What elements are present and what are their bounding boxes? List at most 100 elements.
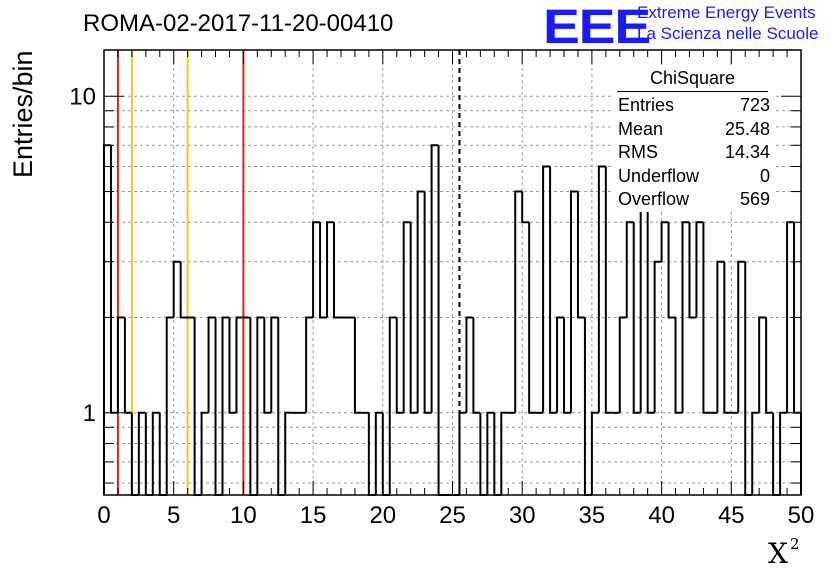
histogram-bin bbox=[465, 316, 474, 413]
histogram-bin bbox=[263, 317, 272, 414]
x-axis-label-sup: 2 bbox=[789, 534, 800, 553]
histogram-bin bbox=[374, 411, 383, 495]
stats-label: Underflow bbox=[618, 165, 700, 186]
histogram-bin bbox=[228, 317, 237, 414]
histogram-bin bbox=[590, 411, 599, 495]
histogram-bin bbox=[549, 166, 558, 414]
y-tick-label: 1 bbox=[83, 400, 96, 427]
histogram-bin bbox=[688, 222, 697, 319]
stats-value: 14.34 bbox=[724, 142, 770, 162]
stats-value: 569 bbox=[739, 189, 770, 209]
stats-value: 723 bbox=[739, 95, 770, 115]
histogram-bin bbox=[284, 411, 293, 495]
histogram-bin bbox=[409, 222, 418, 414]
stats-label: RMS bbox=[618, 142, 658, 162]
y-axis-label: Entries/bin bbox=[8, 50, 38, 178]
x-tick-label: 40 bbox=[648, 502, 675, 529]
x-tick-label: 10 bbox=[230, 502, 257, 529]
histogram-bin bbox=[667, 222, 676, 319]
histogram-bin bbox=[221, 316, 230, 495]
stats-label: Overflow bbox=[618, 189, 690, 209]
histogram-bin bbox=[793, 222, 802, 495]
x-tick-label: 50 bbox=[788, 502, 815, 529]
histogram-bin bbox=[256, 316, 265, 495]
stats-row-underflow: Underflow 0 bbox=[611, 165, 774, 189]
histogram-bin bbox=[416, 190, 425, 413]
histogram-bin bbox=[235, 316, 244, 413]
histogram-bin bbox=[660, 221, 669, 262]
histogram-bin bbox=[674, 317, 683, 414]
histogram-bin bbox=[653, 260, 662, 413]
histogram-bin bbox=[625, 221, 634, 318]
histogram-bin bbox=[618, 316, 627, 413]
x-axis-label-base: X bbox=[768, 537, 788, 570]
histogram-bin bbox=[395, 317, 404, 414]
histogram-bin bbox=[103, 144, 111, 495]
stats-label: Mean bbox=[618, 118, 664, 139]
x-tick-label: 35 bbox=[579, 502, 606, 529]
histogram-bin bbox=[312, 221, 321, 318]
x-tick-label: 30 bbox=[509, 502, 536, 529]
histogram-bin bbox=[514, 190, 523, 413]
x-tick-label: 15 bbox=[300, 502, 327, 529]
histogram-bin bbox=[430, 144, 439, 413]
stats-row-entries: Entries 723 bbox=[611, 94, 774, 118]
histogram-bin bbox=[576, 191, 585, 319]
stats-row-rms: RMS 14.34 bbox=[611, 141, 774, 165]
histogram-bin bbox=[765, 317, 774, 414]
histogram-bin bbox=[200, 411, 209, 495]
histogram-bin bbox=[319, 222, 328, 319]
histogram-bin bbox=[305, 316, 314, 413]
stats-value: 25.48 bbox=[724, 118, 770, 139]
histogram-bin bbox=[695, 221, 704, 318]
stats-row-mean: Mean 25.48 bbox=[611, 118, 774, 142]
eee-logo: EEE bbox=[543, 1, 651, 54]
histogram-bin bbox=[402, 221, 411, 413]
x-tick-label: 20 bbox=[369, 502, 396, 529]
histogram-bin bbox=[109, 145, 118, 414]
histogram-bin bbox=[472, 317, 481, 414]
histogram-bin bbox=[702, 222, 711, 414]
run-title: ROMA-02-2017-11-20-00410 bbox=[83, 10, 394, 37]
histogram-bin bbox=[165, 316, 174, 495]
x-tick-label: 45 bbox=[718, 502, 745, 529]
histogram-bin bbox=[179, 261, 188, 319]
histogram-bin bbox=[214, 317, 223, 496]
x-tick-label: 25 bbox=[439, 502, 466, 529]
histogram-bin bbox=[521, 191, 530, 224]
histogram-bin bbox=[388, 316, 397, 495]
x-tick-label: 5 bbox=[167, 502, 180, 529]
histogram-bin bbox=[583, 317, 592, 496]
eee-logo-line2: La Scienza nelle Scuole bbox=[637, 24, 819, 43]
stats-value: 0 bbox=[759, 165, 770, 186]
tick-labels: 0 5 10 15 20 25 30 35 40 45 50 1 10 bbox=[69, 83, 814, 529]
histogram-bin bbox=[751, 411, 760, 495]
stats-title: ChiSquare bbox=[617, 68, 768, 92]
stats-row-overflow: Overflow 569 bbox=[611, 188, 774, 212]
histogram-bin bbox=[353, 317, 362, 414]
histogram-bin bbox=[333, 222, 341, 319]
histogram-bin bbox=[123, 317, 132, 414]
histogram-bin bbox=[569, 190, 578, 413]
histogram-bin bbox=[716, 260, 725, 413]
histogram-bin bbox=[758, 316, 767, 413]
histogram-bin bbox=[249, 317, 258, 496]
histogram-bin bbox=[681, 221, 690, 413]
histogram-bin bbox=[737, 260, 746, 413]
histogram-bin bbox=[744, 261, 753, 496]
histogram-bin bbox=[604, 166, 613, 414]
histogram-bin bbox=[500, 411, 509, 495]
histogram-bin bbox=[486, 411, 495, 495]
histogram-bin bbox=[116, 316, 125, 413]
histogram-bin bbox=[193, 317, 202, 496]
histogram-bin bbox=[528, 222, 537, 414]
reference-lines bbox=[116, 50, 461, 495]
histogram-bin bbox=[563, 317, 571, 414]
histogram-bin bbox=[458, 411, 467, 495]
histogram-bin bbox=[207, 316, 216, 413]
histogram-bin bbox=[556, 316, 565, 413]
histogram-bin bbox=[270, 316, 279, 413]
histogram-bin bbox=[277, 317, 286, 496]
